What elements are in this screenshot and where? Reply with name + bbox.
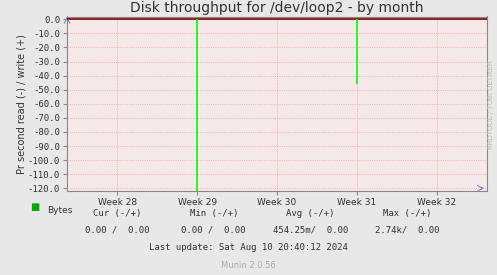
Text: Cur (-/+): Cur (-/+) <box>92 209 141 218</box>
Title: Disk throughput for /dev/loop2 - by month: Disk throughput for /dev/loop2 - by mont… <box>130 1 424 15</box>
Text: Last update: Sat Aug 10 20:40:12 2024: Last update: Sat Aug 10 20:40:12 2024 <box>149 243 348 252</box>
Text: RRDTOOL / TOBI OETIKER: RRDTOOL / TOBI OETIKER <box>488 60 494 149</box>
Text: ■: ■ <box>30 202 39 212</box>
Text: 0.00 /  0.00: 0.00 / 0.00 <box>84 226 149 234</box>
Text: 2.74k/  0.00: 2.74k/ 0.00 <box>375 226 440 234</box>
Text: 0.00 /  0.00: 0.00 / 0.00 <box>181 226 246 234</box>
Text: Avg (-/+): Avg (-/+) <box>286 209 335 218</box>
Text: Bytes: Bytes <box>47 206 73 215</box>
Text: 454.25m/  0.00: 454.25m/ 0.00 <box>273 226 348 234</box>
Text: Max (-/+): Max (-/+) <box>383 209 432 218</box>
Y-axis label: Pr second read (-) / write (+): Pr second read (-) / write (+) <box>16 34 26 174</box>
Text: Munin 2.0.56: Munin 2.0.56 <box>221 261 276 270</box>
Text: Min (-/+): Min (-/+) <box>189 209 238 218</box>
